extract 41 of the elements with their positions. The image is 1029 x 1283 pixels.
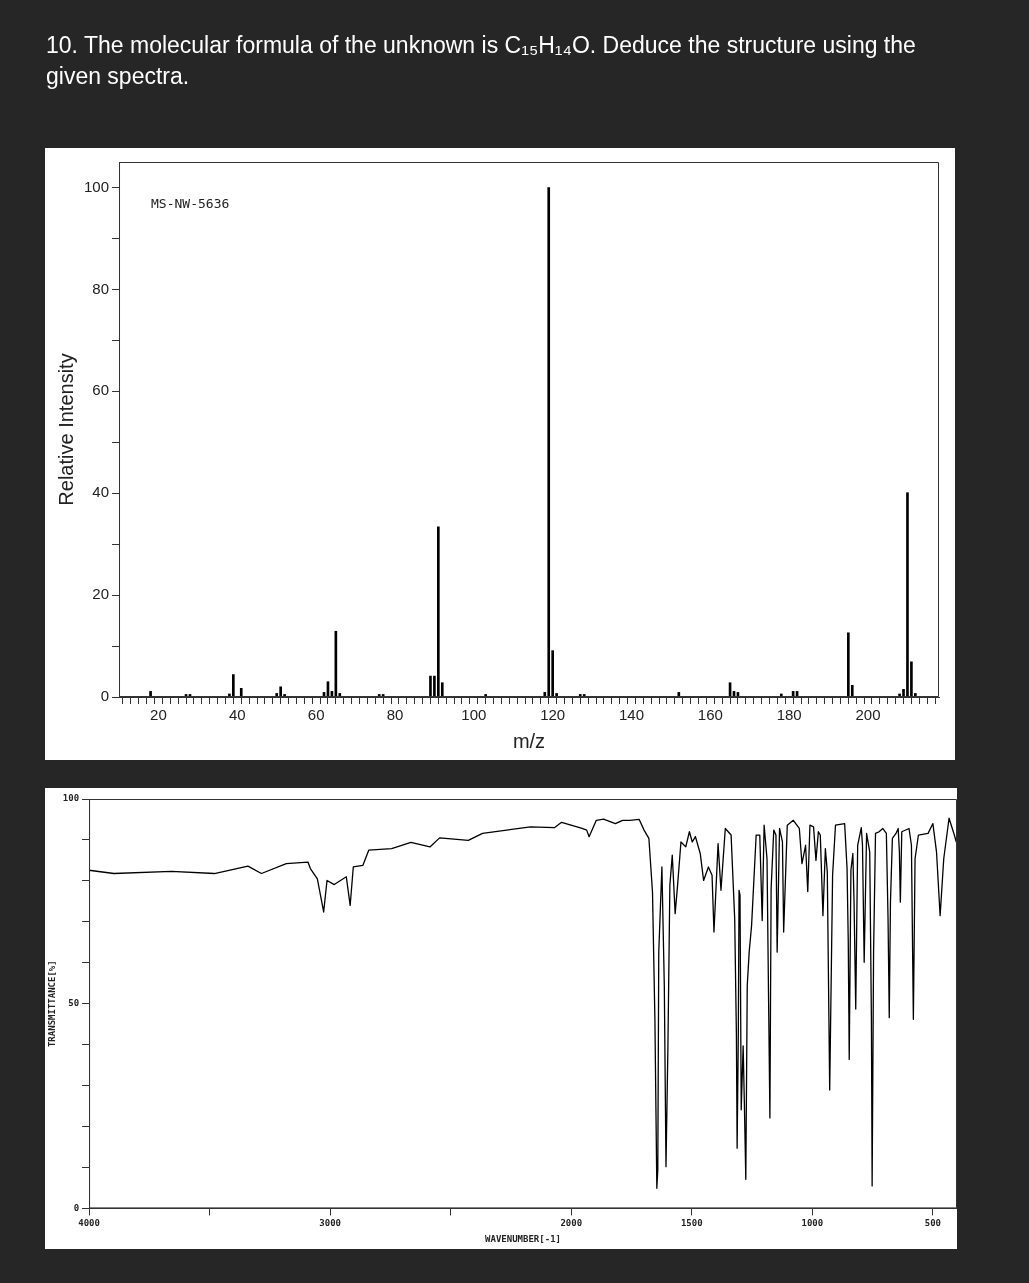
x-tick-label: 500 xyxy=(924,1218,942,1229)
x-tick-label: 160 xyxy=(697,706,723,724)
x-tick-label: 200 xyxy=(855,706,881,724)
bar xyxy=(149,691,152,697)
y-axis-title: Relative Intensity xyxy=(54,353,77,506)
y-tick-label: 40 xyxy=(92,483,110,501)
y-tick-label: 0 xyxy=(100,687,110,705)
x-tick-label: 1500 xyxy=(680,1218,703,1229)
y-tick-label: 100 xyxy=(62,793,80,804)
x-tick-label: 120 xyxy=(540,706,566,724)
x-tick-label: 140 xyxy=(618,706,645,724)
x-tick-label: 40 xyxy=(228,706,246,724)
y-tick-label: 60 xyxy=(92,381,110,399)
bar xyxy=(847,632,850,697)
x-axis-title: m/z xyxy=(512,729,546,752)
y-tick-label: 0 xyxy=(73,1202,80,1213)
bar xyxy=(437,526,440,697)
y-tick-label: 20 xyxy=(92,585,110,603)
chart-title: 10. The molecular formula of the unknown is C₁₅H₁₄O. Deduce the structure using the given spectra. xyxy=(46,31,916,91)
x-tick-label: 20 xyxy=(150,706,167,724)
x-tick-label: 180 xyxy=(776,706,802,724)
x-axis-title: WAVENUMBER[-1] xyxy=(485,1233,561,1244)
bar xyxy=(906,492,909,697)
bar xyxy=(232,674,235,697)
y-tick-label: 80 xyxy=(92,279,110,297)
x-tick-label: 100 xyxy=(461,706,487,724)
annotation: MS-NW-5636 xyxy=(151,196,230,211)
bar xyxy=(239,688,243,697)
y-axis-title: TRANSMITTANCE[%] xyxy=(46,960,57,1048)
x-tick-label: 60 xyxy=(307,706,325,724)
y-tick-label: 50 xyxy=(68,998,80,1009)
bar xyxy=(547,187,551,697)
bar xyxy=(677,692,681,697)
x-tick-label: 2000 xyxy=(560,1218,583,1229)
y-tick-label: 100 xyxy=(84,177,110,195)
x-tick-label: 1000 xyxy=(801,1218,824,1229)
x-tick-label: 80 xyxy=(386,706,404,724)
x-tick-label: 4000 xyxy=(78,1218,100,1229)
bar xyxy=(429,675,432,697)
bar xyxy=(279,686,282,697)
x-tick-label: 3000 xyxy=(319,1218,341,1229)
